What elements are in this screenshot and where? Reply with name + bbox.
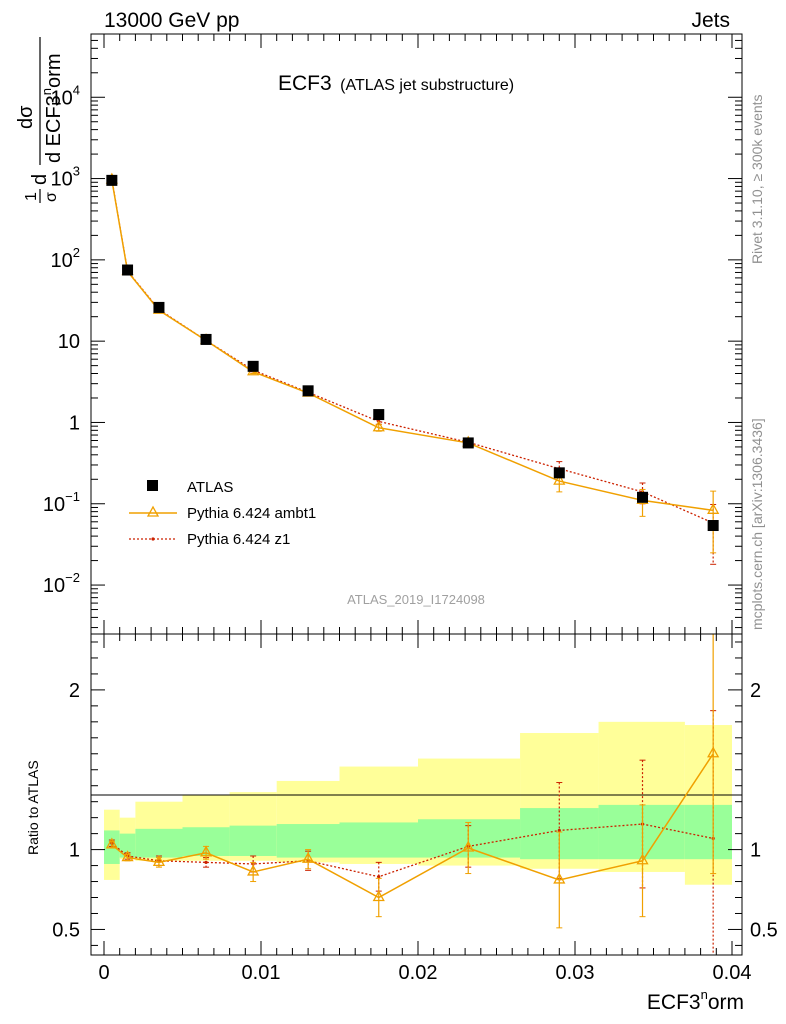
ratio-uncertainty-bands [104,721,732,885]
atlas-point [373,409,385,421]
ratio-y-tick-label: 2 [69,680,80,702]
ratio-band-inner [229,825,277,856]
ambt1-point [372,420,385,432]
ratio-band-inner [418,819,521,858]
ratio-ambt1-point [553,872,566,884]
main-y-ticks: 10−2 10−1 1 10 102 103 104 [43,33,742,629]
ratio-y-tick-label: 1 [69,840,80,862]
ratio-ambt1-point [301,851,315,863]
site-label: mcplots.cern.ch [arXiv:1306.3436] [749,418,765,630]
analysis-id: ATLAS_2019_I1724098 [347,592,485,607]
main-panel-marks [105,172,720,565]
ratio-ambt1-point [707,746,720,758]
ratio-ambt1-point [372,890,385,902]
main-y-tick-label: 103 [51,164,80,191]
legend-z1-label: Pythia 6.424 z1 [187,531,290,548]
atlas-point [637,491,649,503]
ratio-ambt1-point [152,855,166,867]
ratio-y-tick-label-right: 1 [750,840,761,862]
legend-atlas-label: ATLAS [187,479,233,496]
ratio-band-inner [598,804,685,860]
main-y-tick-label: 10 [58,331,80,353]
x-tick-label: 0.02 [399,962,438,984]
y-label-d: d [29,174,51,185]
plot-title-sub: (ATLAS jet substructure) [340,77,514,94]
header-left-label: 13000 GeV pp [104,9,239,32]
main-y-tick-label: 10−2 [43,570,80,597]
legend-item-z1: Pythia 6.424 z1 [129,531,290,548]
z1-line [111,179,714,524]
ratio-ambt1-point [105,837,118,849]
y-label-prefix-num: 1 [23,192,40,201]
atlas-point [122,264,134,276]
y-label-denominator: d ECF3norm [39,54,65,164]
rivet-label: Rivet 3.1.10, ≥ 300k events [749,94,765,264]
atlas-point [302,385,314,397]
x-tick-label: 0.03 [556,962,595,984]
ambt1-line [111,179,714,512]
main-y-tick-label: 10−1 [43,489,80,516]
ratio-z1-point [557,828,561,833]
ratio-y-tick-label-right: 2 [750,680,761,702]
ratio-panel-frame [90,633,743,956]
ratio-y-ticks: 0.5 0.5 1 1 2 2 [52,641,778,946]
x-ticks: 0 0.01 0.02 0.03 0.04 [98,34,751,984]
atlas-point [153,301,165,313]
ratio-ambt1-point [636,853,649,865]
atlas-point [553,467,565,479]
ratio-ambt1-point [247,864,260,876]
plot-title: ECF3 (ATLAS jet substructure) [278,72,514,95]
ratio-band-inner [119,833,136,858]
atlas-point [707,520,719,532]
ratio-axis-label: Ratio to ATLAS [25,760,41,855]
atlas-point [200,333,212,345]
ratio-z1-point [377,875,381,879]
header-right-label: Jets [691,9,730,32]
legend-item-atlas: ATLAS [147,479,233,496]
legend-ambt1-marker [146,505,160,517]
ratio-ambt1-point [462,840,475,852]
main-y-tick-label: 1 [69,412,80,434]
ratio-y-tick-label: 0.5 [52,919,80,941]
x-tick-label: 0.01 [242,962,281,984]
ratio-band-inner [684,804,732,860]
ratio-y-tick-label-right: 0.5 [750,919,778,941]
ambt1-point [707,502,720,514]
y-axis-label: 1 σ d dσ d ECF3norm [15,37,65,203]
legend-z1-marker [151,537,155,541]
main-y-tick-label: 104 [51,82,80,109]
ratio-band-inner [339,822,418,858]
x-tick-label: 0 [98,962,109,984]
atlas-point [247,360,259,372]
legend-ambt1-label: Pythia 6.424 ambt1 [187,505,316,522]
atlas-point [462,437,474,449]
y-label-prefix-den: σ [43,192,60,202]
legend-item-ambt1: Pythia 6.424 ambt1 [129,505,316,522]
legend: ATLAS Pythia 6.424 ambt1 Pythia 6.424 z1 [129,479,316,548]
main-y-tick-label: 102 [51,245,80,272]
ratio-ambt1-point [121,850,134,862]
ambt1-point [553,473,566,485]
atlas-point [106,174,118,186]
ratio-ambt1-point [199,845,213,857]
ratio-band-inner [135,828,183,858]
ratio-panel-marks [105,633,720,956]
x-tick-label: 0.04 [713,962,752,984]
x-axis-label: ECF3norm [647,987,744,1014]
plot-title-main: ECF3 [278,72,332,95]
legend-atlas-marker [147,480,158,491]
ratio-z1-point [204,860,208,864]
y-label-sigma: dσ [15,105,37,129]
